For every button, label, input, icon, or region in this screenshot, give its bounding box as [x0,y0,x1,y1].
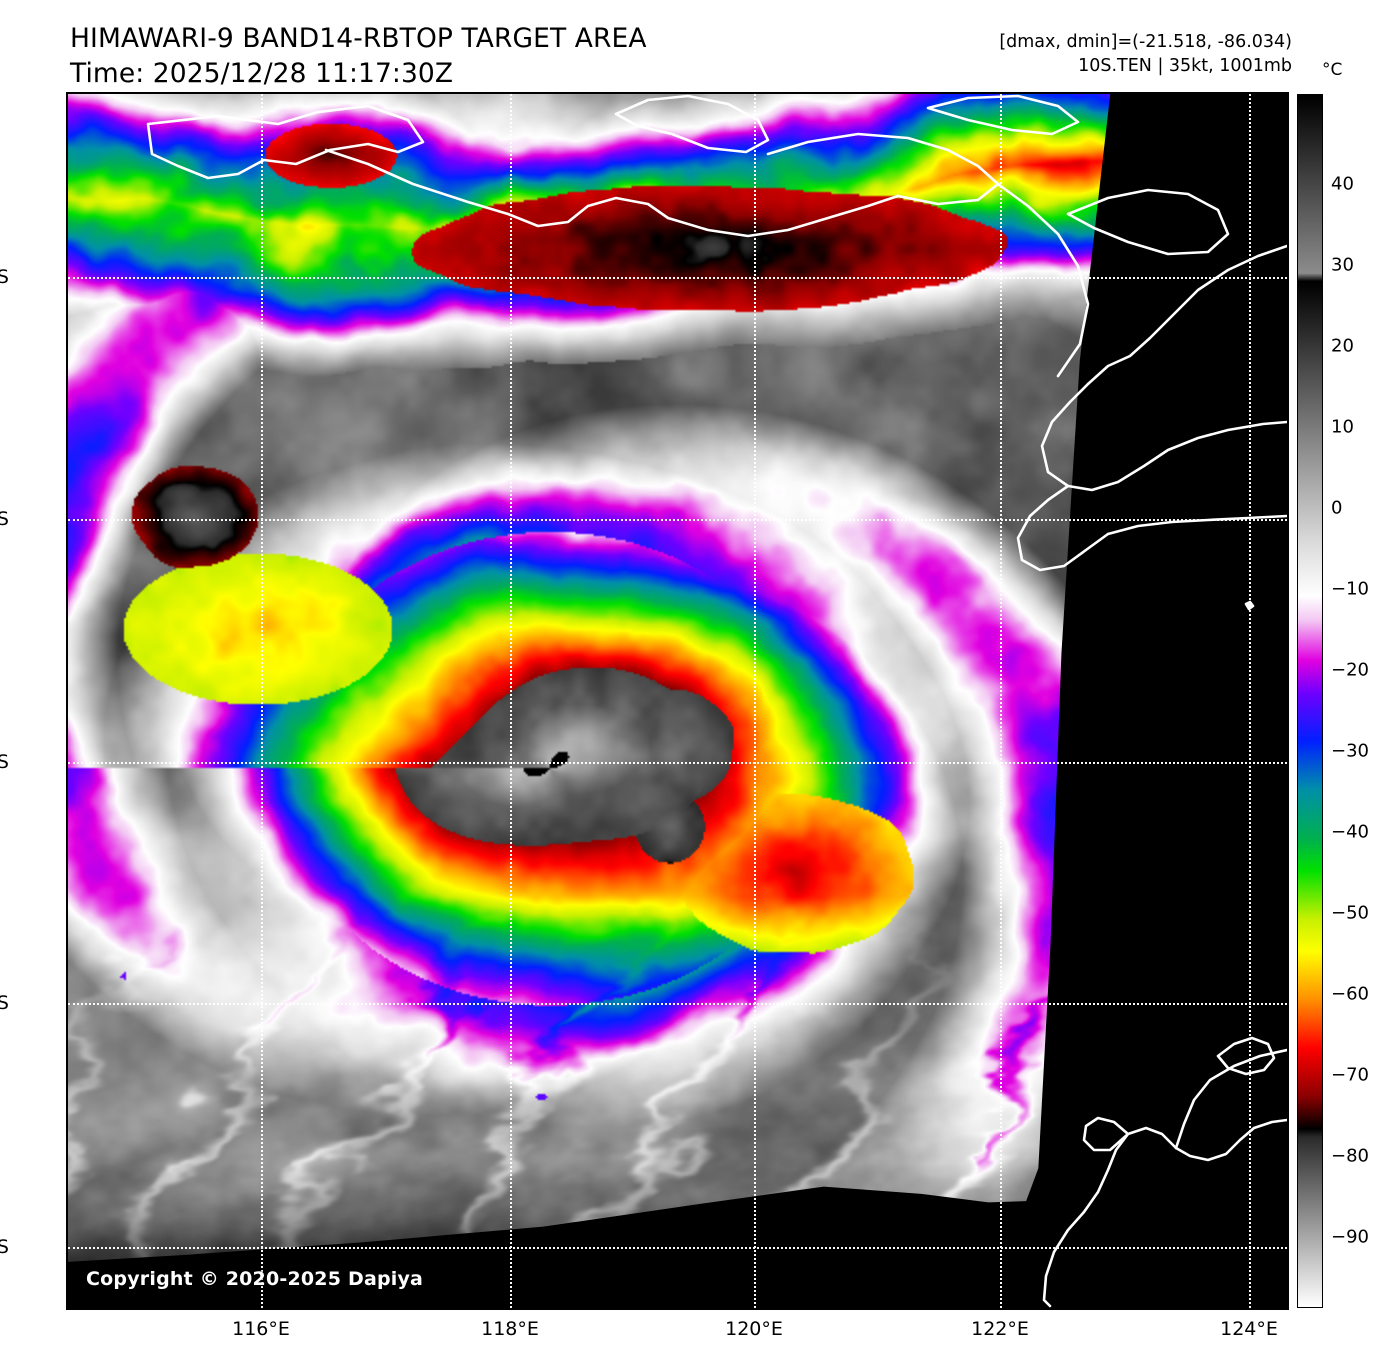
colorbar-unit-label: °C [1322,60,1343,80]
x-axis-tick-118E: 118°E [481,1318,539,1340]
y-axis-tick-14S: 14°S [0,751,9,773]
y-axis-tick-10S: 10°S [0,266,9,288]
y-axis-tick-16S: 16°S [0,992,9,1014]
temperature-colorbar[interactable] [1297,94,1323,1308]
dmax-dmin-label: [dmax, dmin]=(-21.518, -86.034) [999,32,1292,52]
y-axis-tick-18S: 18°S [0,1236,9,1258]
colorbar-tick-n70: −70 [1331,1064,1369,1086]
page-title: HIMAWARI-9 BAND14-RBTOP TARGET AREA [70,23,647,54]
colorbar-tick-n20: −20 [1331,659,1369,681]
x-axis-tick-120E: 120°E [725,1318,783,1340]
colorbar-tick-40: 40 [1331,173,1354,195]
satellite-image-plot[interactable]: Copyright © 2020-2025 Dapiya [68,94,1287,1308]
colorbar-tick-n50: −50 [1331,902,1369,924]
colorbar-tick-n40: −40 [1331,821,1369,843]
x-axis-tick-116E: 116°E [232,1318,290,1340]
colorbar-tick-20: 20 [1331,335,1354,357]
colorbar-tick-n30: −30 [1331,740,1369,762]
header-metadata-block: [dmax, dmin]=(-21.518, -86.034) 10S.TEN … [999,30,1292,78]
colorbar-tick-n90: −90 [1331,1226,1369,1248]
colorbar-tick-0: 0 [1331,497,1343,519]
ir-brightness-temperature-raster [68,94,1111,1262]
timestamp-label: Time: 2025/12/28 11:17:30Z [70,57,454,89]
x-axis-tick-122E: 122°E [971,1318,1029,1340]
copyright-label: Copyright © 2020-2025 Dapiya [86,1268,424,1290]
storm-info-label: 10S.TEN | 35kt, 1001mb [1078,56,1292,77]
colorbar-tick-n60: −60 [1331,983,1369,1005]
colorbar-tick-30: 30 [1331,254,1354,276]
graticule-lon-124E [1249,94,1251,1308]
colorbar-gradient [1298,95,1322,1307]
satellite-swath [68,94,1111,1262]
colorbar-tick-n80: −80 [1331,1145,1369,1167]
colorbar-tick-n10: −10 [1331,578,1369,600]
y-axis-tick-12S: 12°S [0,508,9,530]
colorbar-tick-10: 10 [1331,416,1354,438]
x-axis-tick-124E: 124°E [1220,1318,1278,1340]
header-title-block: HIMAWARI-9 BAND14-RBTOP TARGET AREA Time… [70,22,830,92]
